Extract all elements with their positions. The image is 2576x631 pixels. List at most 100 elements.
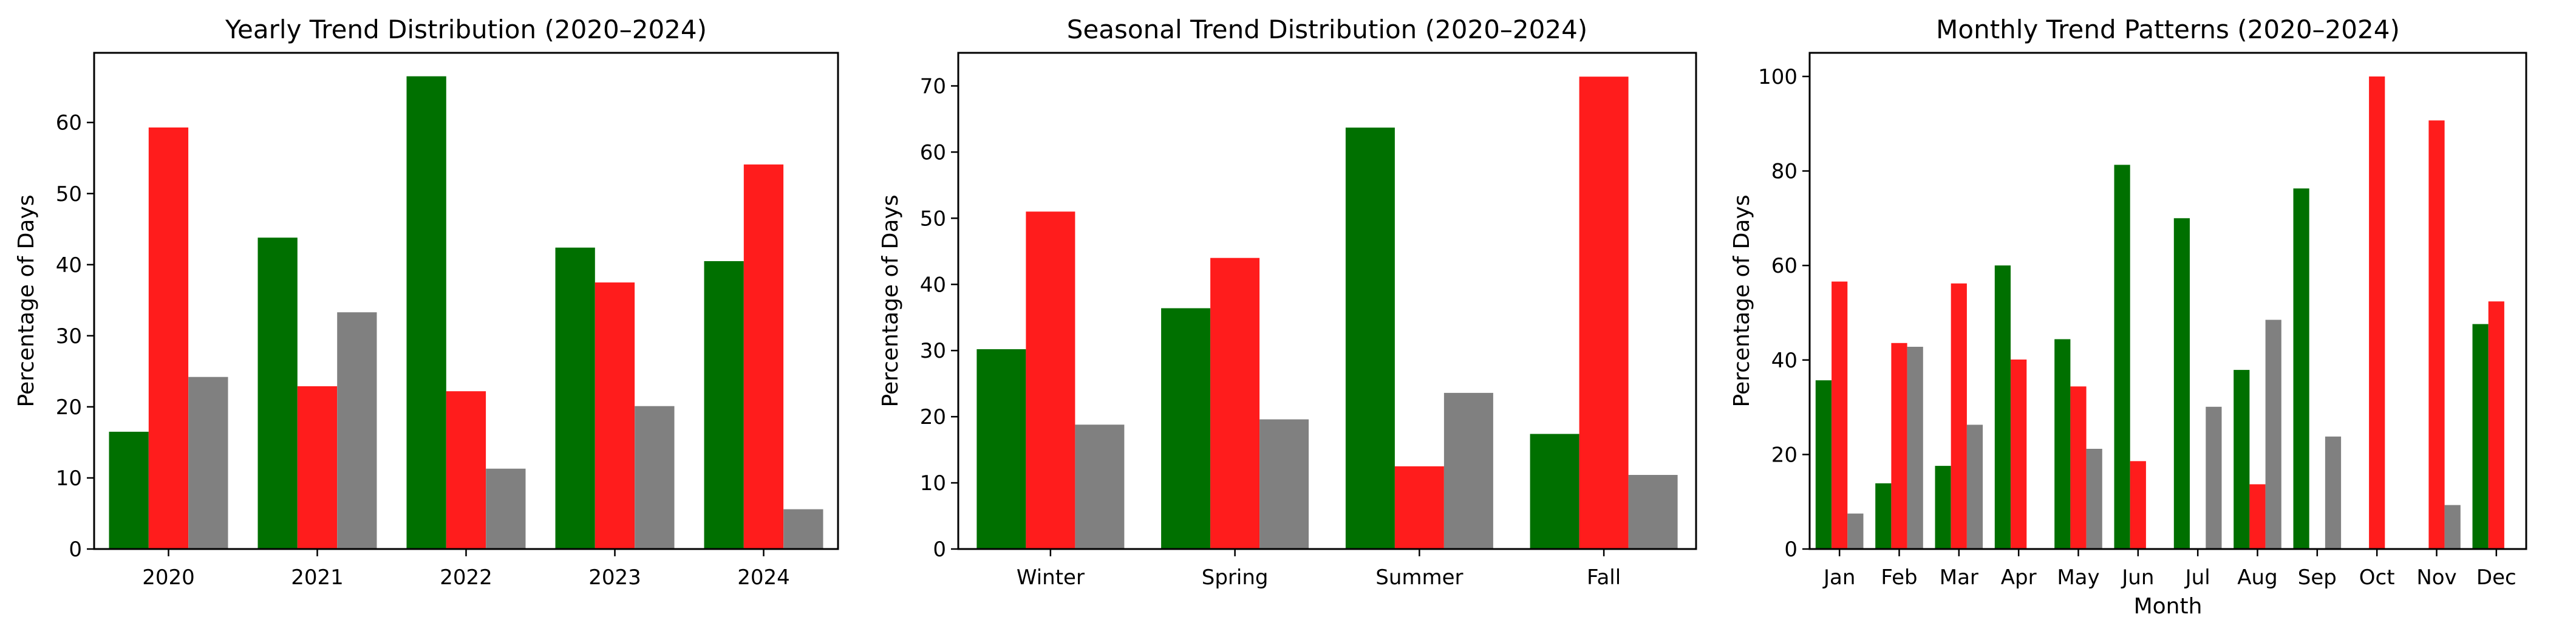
bar-series-2-fall [1579, 77, 1629, 549]
x-tick-label-jul: Jul [2184, 565, 2210, 590]
x-tick-label-may: May [2057, 565, 2099, 590]
bar-series-3-2020 [188, 377, 228, 549]
x-tick-label-mar: Mar [1940, 565, 1978, 590]
bar-series-2-apr [2011, 360, 2027, 549]
bar-series-2-jan [1831, 281, 1848, 549]
y-tick-label: 30 [56, 324, 82, 349]
chart-title: Seasonal Trend Distribution (2020–2024) [1067, 15, 1587, 44]
bar-series-1-jul [2173, 218, 2190, 549]
bar-series-2-winter [1026, 211, 1075, 549]
y-tick-label: 0 [933, 537, 946, 562]
bar-series-3-fall [1628, 475, 1678, 549]
bar-series-3-sep [2325, 436, 2342, 549]
y-tick-label: 20 [1771, 443, 1797, 467]
bar-series-1-apr [1994, 265, 2011, 549]
bar-series-2-2022 [446, 391, 486, 549]
x-tick-label-dec: Dec [2476, 565, 2516, 590]
x-tick-label-aug: Aug [2237, 565, 2277, 590]
bar-series-2-feb [1891, 343, 1907, 549]
bar-series-2-2020 [148, 127, 189, 549]
bar-series-2-may [2070, 386, 2087, 549]
x-tick-label-feb: Feb [1881, 565, 1917, 590]
bar-series-1-dec [2472, 324, 2489, 549]
bar-series-1-2024 [704, 261, 744, 549]
chart-panel-3: 0 20 40 60 80 100 Jan Feb Mar Apr May Jun Jul Aug Sep O… [1729, 15, 2527, 619]
bar-series-1-2021 [257, 237, 298, 549]
y-tick-label: 40 [56, 253, 82, 278]
y-tick-label: 40 [920, 273, 946, 297]
x-tick-label-nov: Nov [2416, 565, 2456, 590]
y-tick-label: 80 [1771, 160, 1797, 184]
x-tick-label-2021: 2021 [291, 565, 344, 590]
x-tick-label-jan: Jan [1822, 565, 1855, 590]
bar-series-2-2023 [595, 282, 635, 549]
bar-series-2-dec [2488, 301, 2504, 549]
bar-series-1-2022 [406, 76, 446, 550]
bar-series-1-mar [1935, 466, 1951, 549]
bar-series-1-2023 [555, 247, 595, 549]
x-tick-label-summer: Summer [1375, 565, 1463, 590]
bar-series-2-aug [2249, 484, 2266, 549]
y-tick-label: 20 [920, 405, 946, 429]
bar-series-2-nov [2428, 120, 2445, 550]
bar-series-1-2020 [109, 431, 149, 549]
bar-series-3-winter [1075, 425, 1125, 549]
bar-series-2-mar [1951, 283, 1967, 549]
x-tick-label-2020: 2020 [142, 565, 195, 590]
bar-series-1-aug [2234, 370, 2250, 549]
chart-title: Monthly Trend Patterns (2020–2024) [1936, 15, 2400, 44]
bar-series-2-spring [1210, 258, 1260, 549]
bar-series-1-jan [1815, 380, 1831, 549]
y-tick-label: 10 [920, 471, 946, 496]
bar-series-1-summer [1345, 128, 1395, 550]
y-tick-label: 0 [69, 537, 82, 562]
x-tick-label-apr: Apr [2001, 565, 2037, 590]
y-tick-label: 60 [56, 111, 82, 135]
y-tick-label: 70 [920, 74, 946, 98]
x-tick-label-2024: 2024 [737, 565, 790, 590]
y-axis-label: Percentage of Days [14, 195, 39, 408]
bar-series-3-2023 [635, 406, 675, 549]
y-tick-label: 50 [56, 182, 82, 206]
x-tick-label-2022: 2022 [440, 565, 492, 590]
bar-series-1-winter [976, 349, 1026, 549]
x-tick-label-spring: Spring [1202, 565, 1269, 590]
bar-series-3-nov [2444, 505, 2461, 549]
bar-series-3-jul [2206, 406, 2222, 549]
y-tick-label: 50 [920, 206, 946, 231]
bar-series-1-fall [1530, 434, 1579, 549]
bar-series-2-2024 [743, 164, 784, 549]
bar-series-2-summer [1394, 466, 1444, 549]
bar-series-3-may [2086, 449, 2102, 549]
bar-series-1-spring [1161, 308, 1211, 549]
x-tick-label-fall: Fall [1587, 565, 1621, 590]
bar-series-3-2022 [486, 468, 526, 549]
x-axis-label: Month [2134, 594, 2203, 619]
bar-series-3-jan [1847, 513, 1864, 549]
bar-series-2-jun [2130, 461, 2146, 549]
bar-series-3-2021 [337, 312, 377, 549]
y-tick-label: 30 [920, 339, 946, 363]
bar-series-1-feb [1875, 483, 1892, 549]
bar-series-3-feb [1907, 347, 1923, 549]
x-tick-label-2023: 2023 [588, 565, 641, 590]
x-tick-label-oct: Oct [2359, 565, 2395, 590]
chart-panel-2: 0 10 20 30 40 50 60 70 Winter Spring Summer Fall Sea… [878, 15, 1697, 590]
bar-series-3-spring [1259, 419, 1309, 549]
bar-series-2-oct [2369, 76, 2385, 549]
bar-series-3-mar [1966, 425, 1983, 549]
chart-panel-1: 0 10 20 30 40 50 60 2020 2021 2022 2023 2024 Yearly … [14, 15, 839, 590]
y-tick-label: 20 [56, 395, 82, 420]
bar-series-2-2021 [297, 386, 338, 549]
bar-series-3-2024 [783, 509, 823, 549]
x-tick-label-jun: Jun [2121, 565, 2154, 590]
y-tick-label: 0 [1784, 537, 1797, 562]
chart-title: Yearly Trend Distribution (2020–2024) [225, 15, 707, 44]
bar-series-1-may [2054, 339, 2071, 549]
y-tick-label: 60 [920, 140, 946, 165]
y-axis-label: Percentage of Days [1729, 195, 1754, 408]
y-axis-label: Percentage of Days [878, 195, 903, 408]
bar-series-1-jun [2114, 165, 2130, 549]
